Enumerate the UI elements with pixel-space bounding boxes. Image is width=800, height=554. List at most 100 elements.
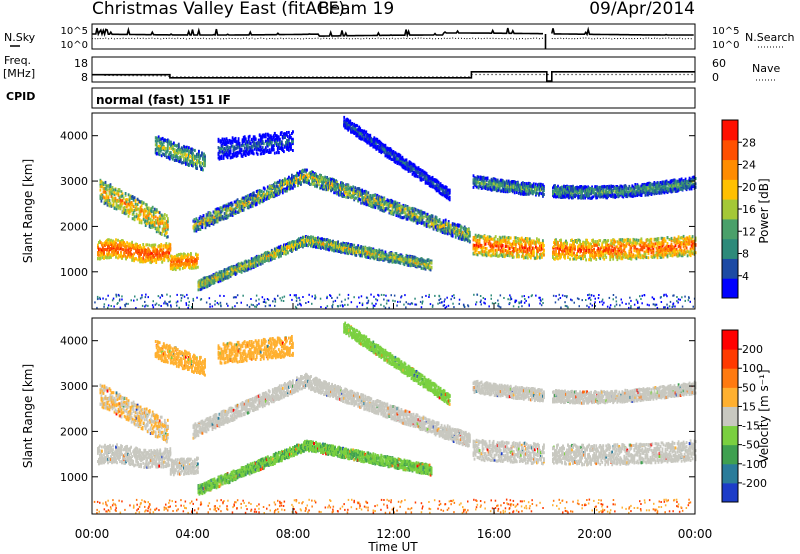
echo-cell: [446, 228, 449, 232]
echo-cell: [357, 133, 360, 137]
nsky-panel-frame: [91, 23, 696, 50]
echo-cell: [420, 257, 423, 260]
echo-cell: [311, 180, 313, 184]
echo-cell: [153, 245, 156, 249]
echo-cell: [386, 155, 389, 159]
echo-cell: [217, 276, 220, 279]
echo-cell: [427, 216, 430, 220]
echo-cell: [358, 136, 361, 140]
echo-cell: [339, 247, 341, 251]
echo-cell: [110, 242, 112, 246]
echo-cell: [292, 186, 294, 190]
echo-cell: [155, 250, 158, 254]
echo-cell: [328, 240, 330, 244]
echo-cell: [276, 249, 279, 252]
echo-cell: [261, 195, 264, 199]
echo-cell: [192, 256, 194, 260]
echo-cell: [251, 258, 254, 262]
echo-cell: [352, 191, 355, 195]
echo-cell: [423, 265, 426, 269]
echo-cell: [174, 256, 177, 260]
echo-cell: [253, 256, 256, 260]
echo-cell: [185, 263, 187, 267]
echo-cell: [108, 244, 110, 248]
echo-cell: [345, 249, 348, 253]
echo-cell: [275, 181, 278, 185]
echo-cell: [123, 244, 125, 248]
echo-cell: [381, 196, 384, 200]
echo-cell: [256, 194, 259, 198]
echo-cell: [365, 192, 368, 196]
echo-cell: [421, 218, 424, 222]
echo-cell: [328, 179, 330, 182]
echo-cell: [238, 206, 241, 210]
echo-cell: [275, 184, 278, 188]
echo-cell: [258, 201, 261, 205]
echo-cell: [301, 169, 303, 173]
echo-cell: [425, 261, 428, 265]
nsearch-label: N.Search: [745, 31, 795, 44]
echo-cell: [349, 194, 352, 198]
echo-cell: [244, 195, 247, 199]
echo-cell: [199, 228, 202, 231]
echo-cell: [467, 231, 470, 235]
echo-cell: [346, 124, 349, 128]
echo-cell: [309, 183, 311, 186]
echo-cell: [220, 210, 223, 214]
echo-cell: [309, 236, 311, 240]
echo-cell: [366, 255, 369, 259]
echo-cell: [107, 243, 109, 247]
echo-cell: [180, 253, 183, 256]
echo-cell: [261, 260, 264, 264]
echo-cell: [350, 122, 353, 126]
echo-cell: [336, 244, 338, 248]
echo-cell: [408, 161, 411, 165]
nsky-panel: N.Sky 10^5 10^0 10^5 10^0 N.Search: [4, 23, 795, 51]
echo-cell: [142, 243, 145, 246]
echo-cell: [401, 259, 404, 263]
echo-cell: [468, 230, 471, 234]
echo-cell: [226, 208, 229, 212]
echo-cell: [124, 242, 126, 246]
echo-cell: [267, 196, 270, 200]
echo-cell: [408, 163, 411, 167]
echo-cell: [375, 199, 378, 202]
echo-cell: [350, 130, 353, 134]
echo-cell: [372, 251, 375, 255]
echo-cell: [342, 182, 344, 186]
echo-cell: [270, 251, 273, 255]
echo-cell: [304, 168, 306, 172]
echo-cell: [107, 245, 109, 249]
echo-cell: [140, 246, 142, 250]
echo-cell: [305, 170, 307, 174]
echo-cell: [347, 128, 350, 132]
echo-cell: [206, 214, 209, 218]
echo-cell: [314, 184, 316, 188]
echo-cell: [100, 247, 102, 251]
echo-cell: [393, 256, 396, 260]
echo-cell: [392, 156, 395, 160]
echo-cell: [399, 209, 402, 213]
echo-cell: [328, 248, 330, 252]
echo-cell: [201, 216, 204, 220]
echo-cell: [304, 235, 306, 239]
echo-cell: [321, 182, 323, 186]
echo-cell: [443, 223, 446, 227]
echo-cell: [377, 252, 380, 256]
echo-cell: [444, 221, 447, 225]
echo-cell: [369, 256, 372, 260]
echo-cell: [121, 239, 123, 242]
echo-cell: [237, 205, 240, 209]
echo-cell: [178, 257, 181, 261]
echo-cell: [366, 139, 369, 143]
echo-cell: [179, 256, 182, 260]
echo-cell: [164, 253, 167, 257]
echo-cell: [463, 225, 466, 229]
echo-cell: [367, 191, 370, 195]
echo-cell: [430, 223, 433, 227]
echo-cell: [390, 211, 393, 215]
echo-cell: [392, 253, 395, 257]
echo-cell: [381, 198, 384, 202]
echo-cell: [421, 173, 424, 177]
echo-cell: [128, 253, 130, 256]
